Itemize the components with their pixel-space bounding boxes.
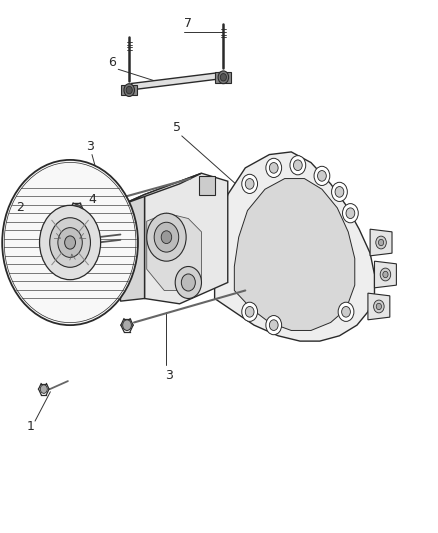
Circle shape [376,303,381,310]
Circle shape [380,268,391,281]
Polygon shape [199,176,215,195]
Circle shape [343,204,358,223]
Circle shape [123,320,131,330]
Polygon shape [370,229,392,256]
Circle shape [318,171,326,181]
Circle shape [2,160,138,325]
Circle shape [220,74,226,81]
Circle shape [346,208,355,219]
Circle shape [39,205,101,280]
Text: 1: 1 [27,420,35,433]
Text: 3: 3 [86,140,94,153]
Circle shape [147,213,186,261]
Circle shape [72,205,81,216]
Polygon shape [131,72,223,90]
Circle shape [269,320,278,330]
Circle shape [124,84,134,96]
Circle shape [266,158,282,177]
Circle shape [49,217,90,267]
Circle shape [269,163,278,173]
Circle shape [40,385,47,393]
Polygon shape [215,152,374,341]
Circle shape [383,271,388,278]
Polygon shape [234,179,355,330]
Polygon shape [147,213,201,290]
Circle shape [342,306,350,317]
Text: 2: 2 [16,201,24,214]
Text: 6: 6 [108,56,116,69]
Circle shape [218,71,229,84]
Circle shape [266,316,282,335]
Text: 4: 4 [88,193,96,206]
Circle shape [126,86,132,94]
Circle shape [293,160,302,171]
Circle shape [335,187,344,197]
Polygon shape [215,72,231,83]
Circle shape [290,156,306,175]
Circle shape [245,179,254,189]
Text: 5: 5 [173,122,181,134]
Circle shape [65,236,75,249]
Polygon shape [120,173,201,205]
Circle shape [161,231,172,244]
Polygon shape [145,173,228,304]
Circle shape [181,274,195,291]
Polygon shape [374,261,396,288]
Polygon shape [368,293,390,320]
Text: 3: 3 [165,369,173,382]
Circle shape [154,222,179,252]
Circle shape [332,182,347,201]
Circle shape [242,174,258,193]
Text: 7: 7 [184,18,192,30]
Circle shape [338,302,354,321]
Circle shape [242,302,258,321]
Circle shape [175,266,201,298]
Circle shape [58,228,82,257]
Circle shape [378,239,384,246]
Circle shape [376,236,386,249]
Polygon shape [121,85,137,95]
Circle shape [314,166,330,185]
Polygon shape [120,195,145,301]
Circle shape [245,306,254,317]
Circle shape [374,300,384,313]
